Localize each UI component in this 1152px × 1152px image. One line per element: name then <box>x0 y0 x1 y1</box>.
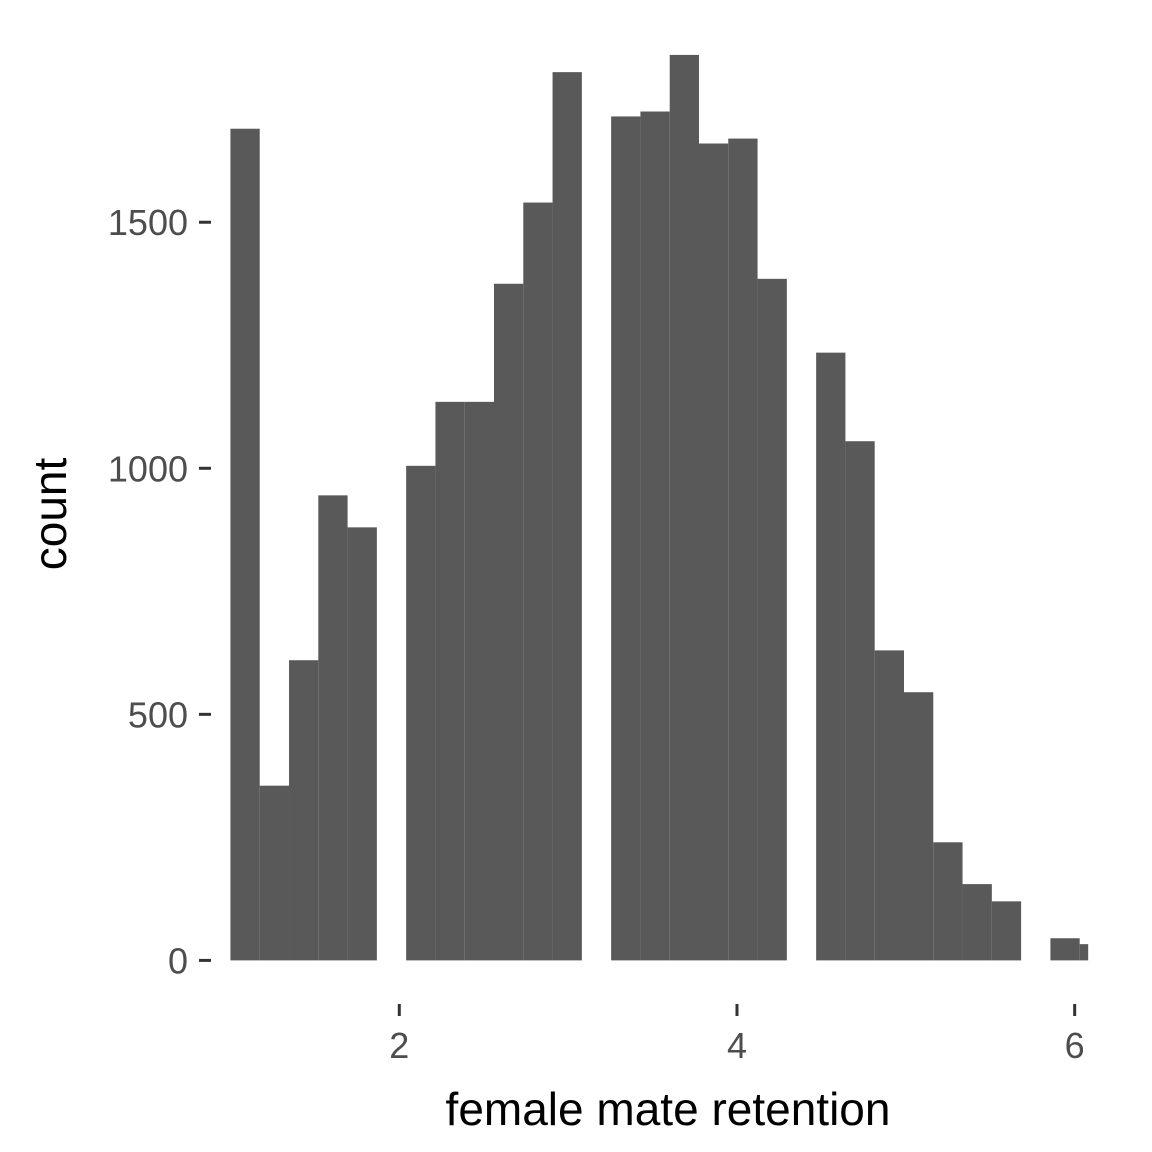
histogram-bar <box>991 901 1022 961</box>
histogram-bars <box>230 54 1089 961</box>
histogram-bar <box>406 465 436 961</box>
y-tick-label: 500 <box>128 694 188 735</box>
histogram-bar <box>698 143 729 961</box>
histogram-bar <box>1079 944 1089 961</box>
y-tick-label: 1500 <box>108 202 188 243</box>
histogram-bar <box>757 278 787 961</box>
histogram-bar <box>728 138 758 961</box>
histogram-bar <box>640 111 670 961</box>
histogram-bar <box>903 692 934 961</box>
histogram-bar <box>552 72 582 961</box>
histogram-bar <box>523 202 553 961</box>
y-axis: 0 500 1000 1500 <box>108 202 211 981</box>
histogram-bar <box>669 54 699 961</box>
histogram-bar <box>493 283 524 961</box>
histogram-bar <box>874 650 904 961</box>
histogram-bar <box>845 441 875 961</box>
histogram-bar <box>962 884 992 961</box>
x-axis: 2 4 6 <box>389 1004 1085 1066</box>
histogram-bar <box>347 527 377 961</box>
histogram-bar <box>464 401 494 961</box>
histogram-bar <box>318 495 348 961</box>
histogram-bar <box>816 352 846 961</box>
histogram-bar <box>1050 938 1080 961</box>
y-tick-label: 0 <box>168 940 188 981</box>
histogram-bar <box>259 785 290 961</box>
x-tick-label: 4 <box>727 1025 747 1066</box>
histogram-bar <box>289 660 319 961</box>
x-tick-label: 6 <box>1065 1025 1085 1066</box>
y-axis-title: count <box>24 458 76 571</box>
histogram-bar <box>611 116 641 961</box>
histogram-bar <box>933 842 963 961</box>
histogram-bar <box>435 401 465 961</box>
x-tick-label: 2 <box>389 1025 409 1066</box>
x-axis-title: female mate retention <box>446 1083 891 1135</box>
y-tick-label: 1000 <box>108 448 188 489</box>
histogram-bar <box>230 128 260 961</box>
